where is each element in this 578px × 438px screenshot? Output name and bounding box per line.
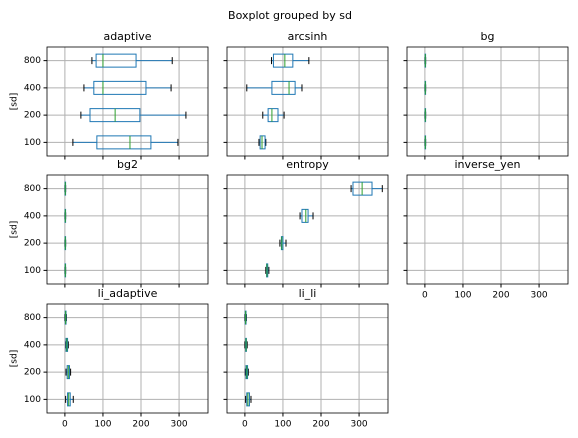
x-tick-label: 0 <box>62 420 68 430</box>
panel-title: li_li <box>299 287 317 300</box>
y-tick-label: 200 <box>24 111 41 121</box>
panel-frame <box>226 46 389 157</box>
box <box>301 208 309 223</box>
panel-title: adaptive <box>103 30 151 43</box>
y-tick-label: 400 <box>24 211 41 221</box>
x-tick-label: 100 <box>274 420 291 430</box>
panel-title: entropy <box>286 158 329 171</box>
panel-frame <box>46 46 209 157</box>
panel-frame <box>406 174 569 285</box>
box <box>267 108 279 123</box>
y-tick-label: 100 <box>24 395 41 405</box>
x-tick-label: 200 <box>132 420 149 430</box>
x-tick-label: 200 <box>312 420 329 430</box>
panel-title: bg2 <box>117 158 138 171</box>
x-tick-label: 100 <box>454 291 471 301</box>
box <box>93 80 147 95</box>
y-tick-label: 200 <box>24 239 41 249</box>
y-tick-label: 800 <box>24 313 41 323</box>
y-tick-label: 100 <box>24 138 41 148</box>
panel-frame <box>46 303 209 414</box>
x-tick-label: 300 <box>530 291 547 301</box>
panel-frame <box>46 174 209 285</box>
y-axis-label: [sd] <box>10 350 20 367</box>
box <box>271 80 296 95</box>
box <box>272 53 294 68</box>
y-tick-label: 800 <box>24 56 41 66</box>
x-tick-label: 0 <box>242 420 248 430</box>
panel-title: arcsinh <box>288 30 328 43</box>
box <box>96 135 152 150</box>
y-tick-label: 100 <box>24 266 41 276</box>
y-axis-label: [sd] <box>10 93 20 110</box>
panel-frame <box>226 174 389 285</box>
box <box>95 53 137 68</box>
x-tick-label: 200 <box>492 291 509 301</box>
panel-title: bg <box>481 30 495 43</box>
y-tick-label: 200 <box>24 368 41 378</box>
x-tick-label: 0 <box>422 291 428 301</box>
x-tick-label: 300 <box>170 420 187 430</box>
panel-title: li_adaptive <box>98 287 158 300</box>
x-tick-label: 100 <box>94 420 111 430</box>
y-tick-label: 400 <box>24 340 41 350</box>
chart-title: Boxplot grouped by sd <box>228 9 352 22</box>
panel-frame <box>406 46 569 157</box>
y-axis-label: [sd] <box>10 221 20 238</box>
y-tick-label: 400 <box>24 83 41 93</box>
y-tick-label: 800 <box>24 184 41 194</box>
panel-frame <box>226 303 389 414</box>
box <box>259 135 266 150</box>
x-tick-label: 300 <box>350 420 367 430</box>
panel-title: inverse_yen <box>454 158 520 171</box>
